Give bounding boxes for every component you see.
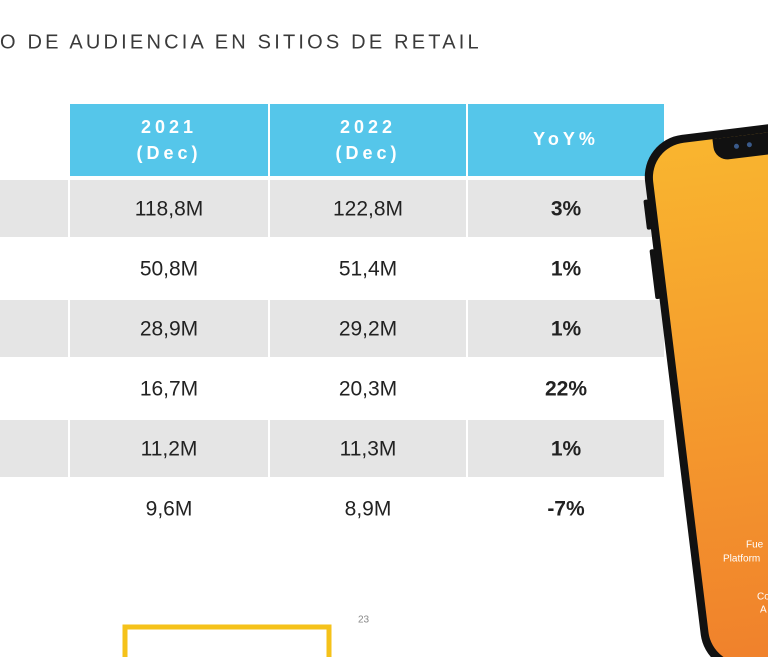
row-bg [0, 180, 664, 237]
cell-divider [68, 180, 70, 237]
table-cell: 28,9M [140, 318, 198, 341]
table-cell: 9,6M [146, 498, 193, 521]
table-cell: 3% [551, 198, 582, 221]
phone-text: Platform [723, 554, 760, 565]
page-number: 23 [358, 615, 370, 626]
table-cell: 11,2M [141, 438, 198, 461]
slide-title: O DE AUDIENCIA EN SITIOS DE RETAIL [0, 31, 482, 53]
cell-divider [68, 240, 70, 297]
phone-text: Fue [746, 540, 764, 551]
phone-text: A [760, 605, 767, 616]
table-cell: 16,7M [140, 378, 198, 401]
cell-divider [268, 180, 270, 237]
cell-divider [268, 240, 270, 297]
header-bg [70, 104, 664, 176]
table-cell: 118,8M [135, 198, 204, 221]
cell-divider [68, 360, 70, 417]
header-cell: (Dec) [136, 143, 201, 163]
cell-divider [466, 180, 468, 237]
table-cell: 51,4M [339, 258, 397, 281]
table-cell: -7% [547, 498, 585, 521]
phone [643, 108, 768, 657]
cell-divider [68, 420, 70, 477]
table-cell: 50,8M [140, 258, 198, 281]
row-bg [0, 420, 664, 477]
table-cell: 29,2M [339, 318, 397, 341]
cell-divider [268, 420, 270, 477]
table-cell: 20,3M [339, 378, 397, 401]
table: 2021 (Dec) 2022 (Dec) YoY% 118,8M 122,8M 3% 50,8… [0, 104, 664, 537]
table-cell: 1% [551, 258, 582, 281]
cell-divider [466, 480, 468, 537]
header-divider [268, 104, 270, 176]
cell-divider [268, 360, 270, 417]
table-cell: 1% [551, 318, 582, 341]
phone-text: Co [757, 592, 768, 603]
row-bg [0, 300, 664, 357]
cell-divider [268, 480, 270, 537]
table-cell: 1% [551, 438, 582, 461]
header-cell: 2022 [340, 117, 396, 137]
cell-divider [68, 480, 70, 537]
yellow-box [122, 624, 332, 657]
header-cell: 2021 [141, 117, 197, 137]
cell-divider [466, 240, 468, 297]
table-cell: 122,8M [333, 198, 403, 221]
table-cell: 11,3M [340, 438, 397, 461]
cell-divider [268, 300, 270, 357]
header-cell: YoY% [533, 129, 599, 149]
cell-divider [68, 300, 70, 357]
table-cell: 22% [545, 378, 587, 401]
table-cell: 8,9M [345, 498, 392, 521]
header-cell: (Dec) [335, 143, 400, 163]
header-divider [466, 104, 468, 176]
cell-divider [466, 420, 468, 477]
cell-divider [466, 300, 468, 357]
cell-divider [466, 360, 468, 417]
